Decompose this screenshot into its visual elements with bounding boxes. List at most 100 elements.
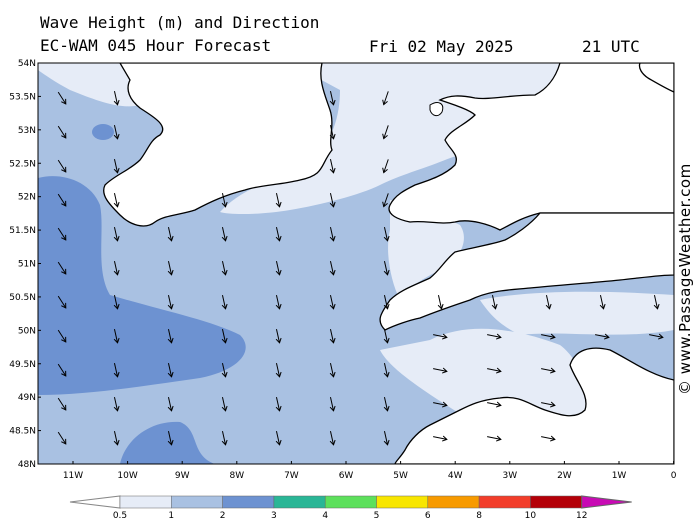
wave-arrow-head bbox=[549, 367, 556, 374]
wave-arrow-head bbox=[61, 438, 67, 445]
lat-label: 52.5N bbox=[9, 159, 36, 169]
wave-arrow-head bbox=[167, 269, 174, 276]
wave-arrow-head bbox=[441, 435, 448, 442]
wave-arrow bbox=[113, 431, 119, 445]
lat-label: 53.5N bbox=[9, 92, 36, 102]
sea-0.5-1m-channel-east bbox=[480, 291, 674, 335]
wave-arrow bbox=[437, 295, 443, 309]
wave-arrow-head bbox=[167, 371, 174, 378]
wave-arrow bbox=[383, 329, 389, 343]
lat-label: 48N bbox=[18, 460, 36, 470]
legend-swatch bbox=[376, 495, 429, 509]
legend-swatch bbox=[119, 495, 172, 509]
wave-arrow bbox=[433, 436, 447, 440]
wave-arrow-head bbox=[61, 98, 67, 105]
wave-arrow bbox=[167, 295, 173, 309]
wave-arrow-head bbox=[167, 235, 174, 242]
wave-arrow bbox=[275, 295, 281, 309]
wave-arrow bbox=[57, 91, 67, 105]
wave-arrow bbox=[113, 397, 119, 411]
wave-arrow-head bbox=[382, 167, 388, 174]
isle-of-man bbox=[429, 102, 444, 117]
wave-arrow-head bbox=[603, 333, 610, 340]
wave-arrow bbox=[221, 329, 227, 343]
wave-arrow-head bbox=[221, 337, 228, 344]
wave-arrow bbox=[221, 431, 227, 445]
ireland-land bbox=[103, 63, 333, 227]
wave-arrow bbox=[541, 402, 555, 406]
lon-label: 8W bbox=[229, 471, 244, 481]
wave-arrow bbox=[113, 91, 119, 105]
wave-arrow-head bbox=[113, 405, 120, 412]
wave-arrow bbox=[383, 397, 389, 411]
wave-arrow bbox=[383, 125, 389, 139]
wave-arrow-head bbox=[61, 336, 67, 343]
wave-arrow bbox=[329, 125, 335, 139]
legend-swatch bbox=[273, 495, 326, 509]
longitude-axis: 11W 10W 9W 8W 7W 6W 5W 4W 3W 2W 1W 0 bbox=[63, 461, 677, 481]
wave-arrow bbox=[383, 261, 389, 275]
wave-arrow bbox=[167, 397, 173, 411]
wave-arrow bbox=[167, 363, 173, 377]
wave-arrow bbox=[57, 363, 67, 377]
wave-arrow-head bbox=[113, 201, 120, 208]
wave-arrow bbox=[113, 159, 119, 173]
wave-arrow bbox=[541, 368, 555, 372]
wave-arrow-head bbox=[329, 235, 336, 242]
wave-arrow bbox=[329, 227, 335, 241]
wave-arrow-head bbox=[221, 269, 228, 276]
legend-label: 0.5 bbox=[113, 511, 127, 521]
wave-arrow bbox=[275, 227, 281, 241]
lon-label: 0 bbox=[671, 471, 677, 481]
wave-arrow-head bbox=[599, 303, 606, 310]
wave-arrow bbox=[113, 363, 119, 377]
wave-arrow bbox=[487, 368, 501, 372]
wave-arrow-head bbox=[545, 303, 552, 310]
wave-arrow-head bbox=[329, 133, 336, 140]
sea-0.5-1m-bristol bbox=[388, 200, 464, 300]
wave-arrow bbox=[329, 193, 335, 207]
wave-arrow bbox=[275, 397, 281, 411]
wave-arrow bbox=[275, 193, 281, 207]
wave-arrow bbox=[329, 159, 335, 173]
lon-label: 10W bbox=[117, 471, 137, 481]
wave-arrow-head bbox=[113, 133, 120, 140]
wave-arrow-head bbox=[382, 99, 388, 106]
lat-label: 49N bbox=[18, 393, 36, 403]
wave-arrow-head bbox=[329, 405, 336, 412]
wave-arrow bbox=[329, 91, 335, 105]
wave-arrow bbox=[329, 329, 335, 343]
legend-swatch bbox=[324, 495, 377, 509]
wave-arrow bbox=[487, 402, 501, 406]
wave-arrow bbox=[383, 363, 389, 377]
wave-arrow-head bbox=[329, 201, 336, 208]
wave-arrow-head bbox=[383, 269, 390, 276]
wave-arrow bbox=[221, 295, 227, 309]
wave-arrow bbox=[433, 368, 447, 372]
wave-arrow-head bbox=[167, 439, 174, 446]
wave-arrow bbox=[383, 227, 389, 241]
wave-arrow-head bbox=[383, 235, 390, 242]
wave-arrow bbox=[329, 397, 335, 411]
wave-arrow-head bbox=[653, 303, 660, 310]
wave-arrow bbox=[383, 91, 389, 105]
wave-arrow bbox=[383, 159, 389, 173]
wave-arrow bbox=[329, 431, 335, 445]
wave-arrow bbox=[383, 193, 389, 207]
lat-label: 50N bbox=[18, 326, 36, 336]
wave-arrow bbox=[221, 193, 227, 207]
wave-arrow-head bbox=[329, 337, 336, 344]
wave-arrow-head bbox=[495, 333, 502, 340]
lon-label: 11W bbox=[63, 471, 83, 481]
wave-arrow-head bbox=[113, 167, 120, 174]
wave-arrow bbox=[491, 295, 497, 309]
wave-arrow-head bbox=[275, 201, 282, 208]
wave-arrow bbox=[653, 295, 659, 309]
wave-arrow-head bbox=[61, 132, 67, 139]
wave-arrow-head bbox=[167, 337, 174, 344]
wave-arrow-head bbox=[167, 303, 174, 310]
wave-arrow-head bbox=[549, 333, 556, 340]
wave-arrow-head bbox=[383, 303, 390, 310]
wave-arrow bbox=[113, 329, 119, 343]
wave-arrow bbox=[545, 295, 551, 309]
